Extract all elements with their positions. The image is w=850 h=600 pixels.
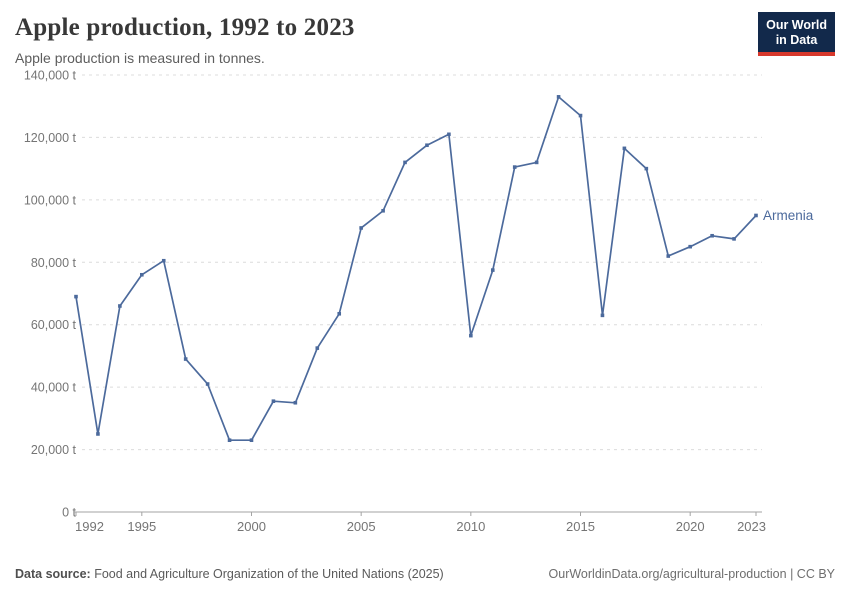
data-point[interactable] (425, 142, 429, 147)
data-point[interactable] (140, 272, 144, 277)
data-point[interactable] (578, 113, 583, 117)
data-point[interactable] (600, 313, 605, 317)
data-point[interactable] (381, 208, 385, 213)
data-source-text: Food and Agriculture Organization of the… (90, 567, 444, 581)
x-axis-tick-label: 2020 (676, 519, 705, 534)
data-point[interactable] (118, 303, 122, 308)
data-point[interactable] (732, 236, 736, 241)
owid-logo-line2: in Data (775, 33, 818, 47)
data-point[interactable] (96, 431, 100, 436)
data-point[interactable] (74, 294, 78, 298)
data-point[interactable] (688, 244, 692, 249)
x-axis-tick-label: 2010 (456, 519, 485, 534)
license-badge: CC BY (796, 567, 835, 581)
attribution-separator: | (786, 567, 797, 581)
data-point[interactable] (315, 345, 320, 350)
y-axis-tick-label: 80,000 t (31, 255, 77, 269)
data-point[interactable] (183, 356, 188, 361)
data-point[interactable] (512, 164, 517, 169)
x-axis-tick-label: 1995 (127, 519, 156, 534)
y-axis-tick-label: 20,000 t (31, 443, 77, 457)
data-point[interactable] (293, 400, 298, 405)
line-chart[interactable]: 0 t 20,000 t 40,000 t 60,000 t 80,000 t 100,0… (0, 67, 850, 537)
y-axis-tick-label: 0 t (62, 505, 76, 519)
data-point[interactable] (205, 381, 210, 386)
data-point[interactable] (469, 333, 473, 337)
data-point[interactable] (249, 437, 254, 442)
data-point[interactable] (271, 398, 276, 403)
y-axis-tick-label: 120,000 t (24, 130, 77, 144)
data-point[interactable] (161, 258, 166, 263)
data-point[interactable] (359, 225, 363, 230)
owid-logo-line1: Our World (766, 18, 827, 32)
data-point[interactable] (227, 437, 232, 442)
data-source-note: Data source: Food and Agriculture Organi… (15, 566, 444, 582)
data-point[interactable] (490, 267, 495, 272)
x-axis-tick-label: 2023 (737, 519, 766, 534)
data-point[interactable] (556, 94, 561, 99)
data-point[interactable] (447, 132, 451, 136)
chart-subtitle: Apple production is measured in tonnes. (15, 49, 265, 66)
data-point[interactable] (403, 160, 407, 164)
data-point[interactable] (622, 146, 627, 150)
x-axis-tick-label: 2000 (237, 519, 266, 534)
data-source-label: Data source: (15, 567, 91, 581)
data-point[interactable] (666, 253, 671, 258)
series-line[interactable] (75, 95, 757, 441)
chart-header: Apple production, 1992 to 2023 Apple pro… (0, 0, 850, 67)
y-axis-tick-label: 40,000 t (31, 380, 77, 394)
chart-footer: Data source: Food and Agriculture Organi… (0, 566, 850, 582)
data-point[interactable] (710, 233, 714, 238)
data-point[interactable] (337, 311, 342, 316)
page-title: Apple production, 1992 to 2023 (15, 14, 355, 41)
data-point[interactable] (534, 160, 539, 164)
y-axis-tick-label: 140,000 t (24, 68, 77, 82)
x-axis-tick-label: 1992 (75, 519, 104, 534)
y-axis-tick-label: 60,000 t (31, 318, 77, 332)
y-axis-tick-label: 100,000 t (24, 193, 77, 207)
owid-logo[interactable]: Our World in Data (758, 12, 835, 56)
attribution[interactable]: OurWorldinData.org/agricultural-producti… (549, 566, 835, 582)
data-point[interactable] (754, 213, 758, 217)
data-point[interactable] (644, 166, 649, 170)
series-entity-label[interactable]: Armenia (763, 208, 814, 223)
owid-url[interactable]: OurWorldinData.org/agricultural-producti… (548, 567, 787, 581)
x-axis-tick-label: 2005 (347, 519, 376, 534)
x-axis-tick-label: 2015 (566, 519, 595, 534)
